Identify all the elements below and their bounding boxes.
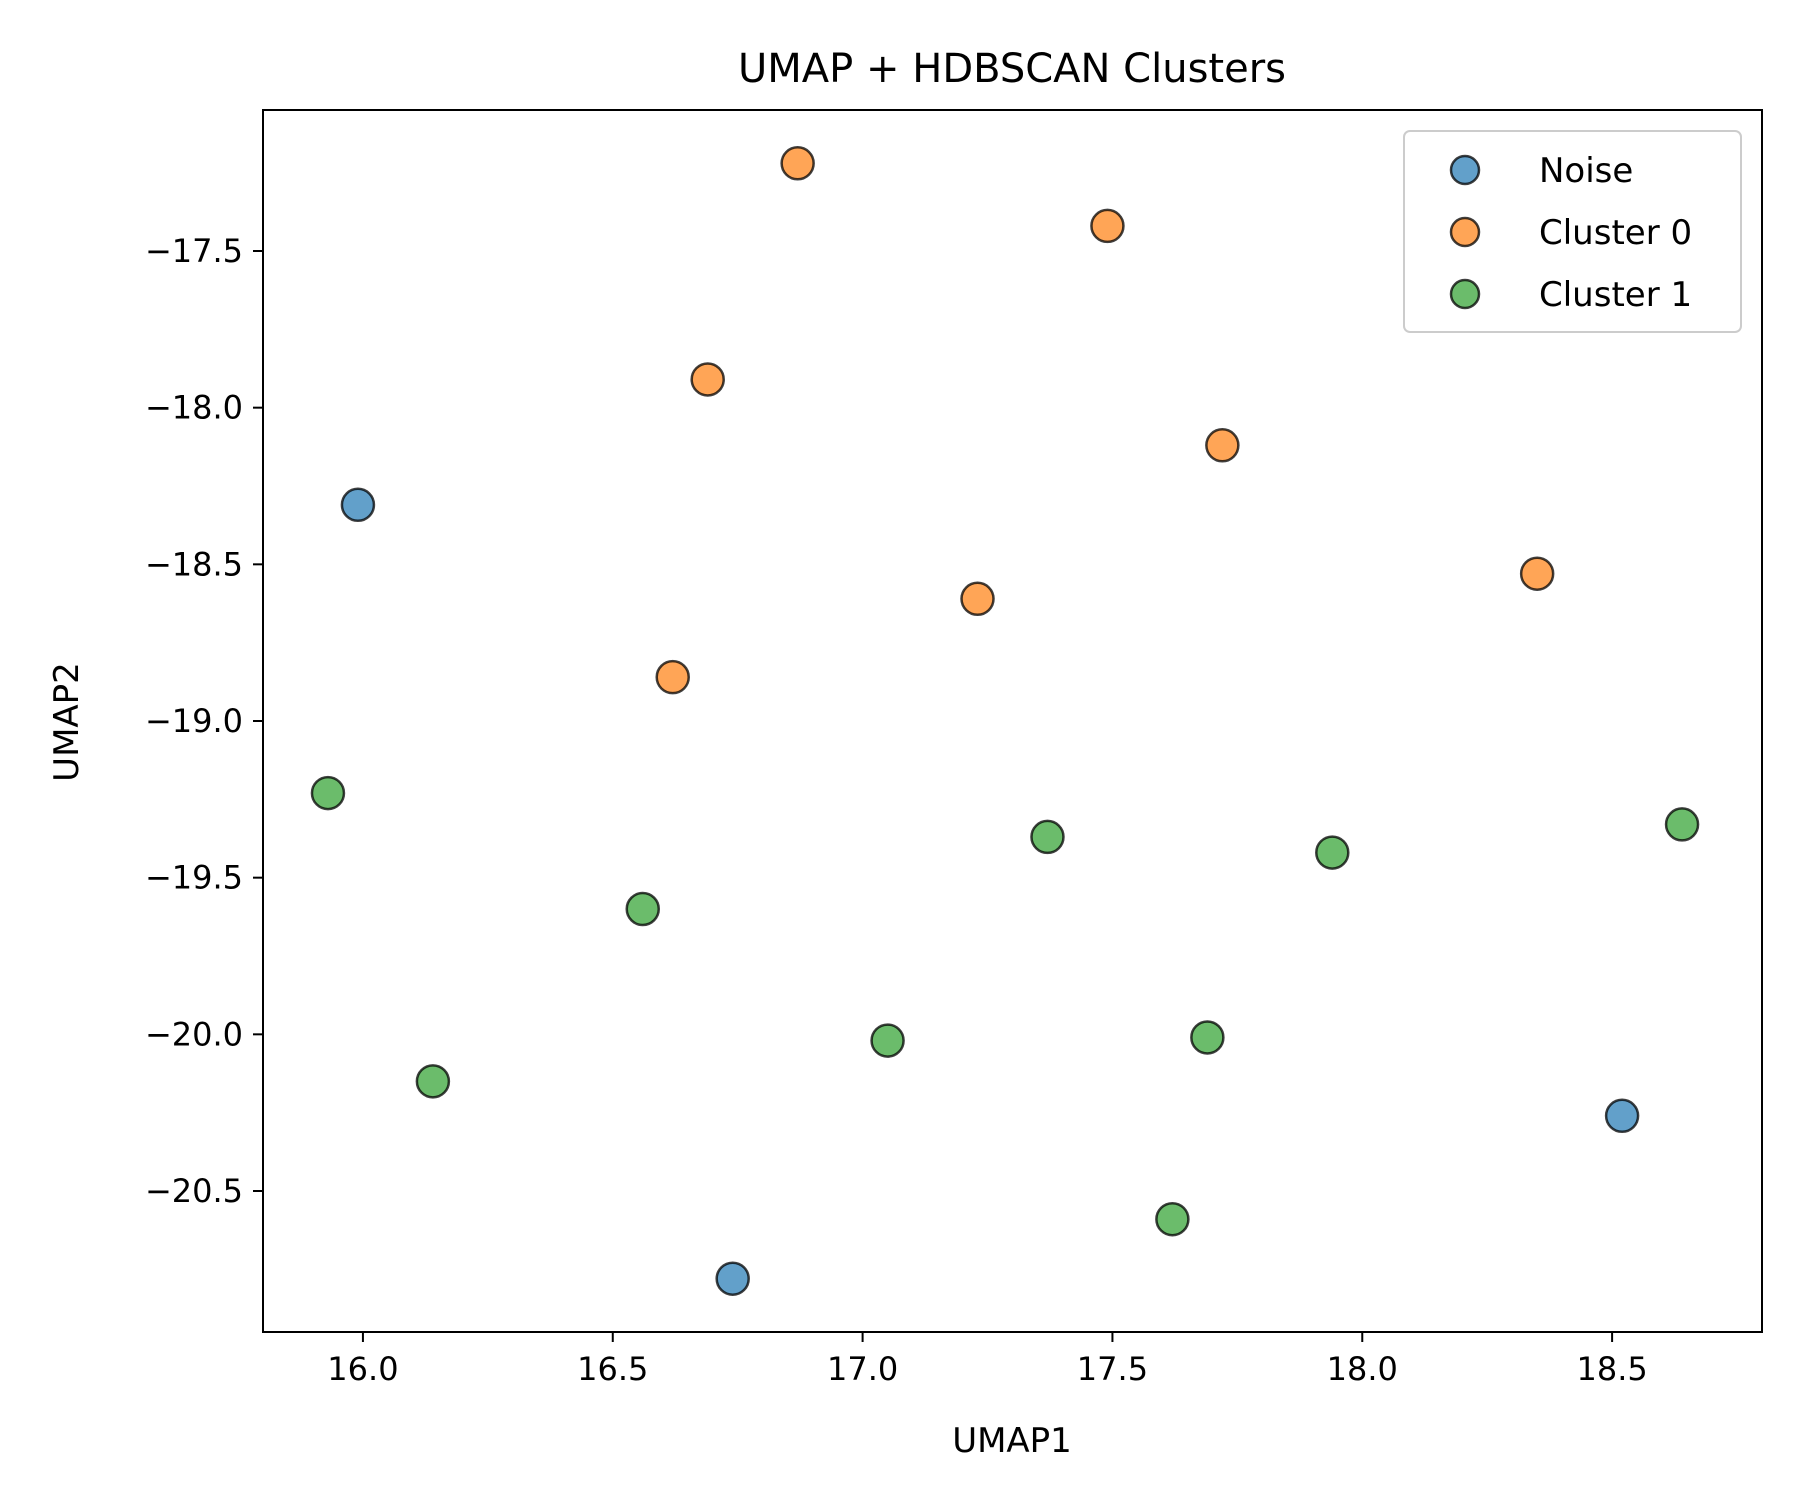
legend: Noise Cluster 0 Cluster 1 <box>1403 130 1742 333</box>
scatter-point-series-2-8 <box>1155 1201 1190 1237</box>
y-tick-label: −18.0 <box>145 389 243 427</box>
scatter-point-series-1-3 <box>1205 428 1240 463</box>
scatter-point-series-1-6 <box>655 659 690 695</box>
scatter-point-series-1-4 <box>1519 556 1555 591</box>
x-tick-label: 16.0 <box>327 1350 398 1388</box>
y-axis-label: UMAP2 <box>47 662 87 782</box>
scatter-point-series-2-2 <box>1030 819 1065 855</box>
plot-area-frame <box>262 109 1763 1333</box>
x-tick-label: 18.0 <box>1327 1350 1398 1388</box>
legend-marker <box>1449 154 1481 186</box>
scatter-point-series-2-1 <box>1664 807 1700 842</box>
y-tick-label: −19.0 <box>145 702 243 740</box>
scatter-point-series-0-0 <box>340 487 376 523</box>
chart-title: UMAP + HDBSCAN Clusters <box>738 46 1286 92</box>
scatter-point-series-2-7 <box>415 1064 451 1099</box>
y-tick-label: −19.5 <box>145 859 243 897</box>
scatter-point-series-1-0 <box>780 146 815 181</box>
scatter-point-series-2-3 <box>1315 835 1350 870</box>
y-tick-label: −17.5 <box>145 232 243 270</box>
x-axis-label: UMAP1 <box>952 1421 1072 1461</box>
scatter-point-series-2-6 <box>1190 1020 1225 1055</box>
legend-items: Noise Cluster 0 Cluster 1 <box>1449 151 1692 315</box>
scatter-point-series-2-4 <box>625 891 660 927</box>
x-tick-label: 18.5 <box>1576 1350 1647 1388</box>
scatter-point-series-0-1 <box>1604 1098 1640 1134</box>
scatter-point-series-2-0 <box>310 775 346 811</box>
scatter-point-series-1-5 <box>960 581 995 617</box>
x-tick-label: 16.5 <box>577 1350 648 1388</box>
x-tick-label: 17.5 <box>1077 1350 1148 1388</box>
y-tick-label: −18.5 <box>145 545 243 583</box>
legend-label: Noise <box>1539 151 1633 191</box>
legend-marker <box>1449 216 1481 248</box>
scatter-point-series-1-2 <box>690 362 725 397</box>
y-tick-label: −20.5 <box>145 1172 243 1210</box>
legend-frame <box>1403 130 1742 333</box>
x-tick-label: 17.0 <box>827 1350 898 1388</box>
legend-label: Cluster 0 <box>1539 213 1692 253</box>
legend-label: Cluster 1 <box>1539 275 1692 315</box>
points-layer <box>310 146 1700 1296</box>
x-axis-ticks: 16.0 16.5 17.0 17.5 18.0 18.5 <box>327 1332 1648 1388</box>
scatter-point-series-1-1 <box>1090 208 1125 244</box>
legend-marker <box>1449 278 1481 310</box>
y-tick-label: −20.0 <box>145 1015 243 1053</box>
scatter-point-series-0-2 <box>715 1261 750 1296</box>
y-axis-ticks: −17.5 −18.0 −18.5 −19.0 −19.5 −20.0 −20.5 <box>145 232 263 1210</box>
scatter-point-series-2-5 <box>870 1023 905 1058</box>
